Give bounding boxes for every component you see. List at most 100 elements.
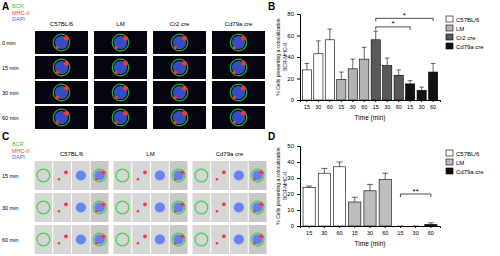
nucleus [173, 61, 186, 74]
membrane [93, 169, 106, 182]
row-label: 60 min [2, 237, 19, 243]
spot [64, 86, 69, 91]
column-label: Cd79a cre [225, 21, 253, 27]
significance-label: ** [413, 187, 419, 196]
spot [123, 111, 128, 116]
tick-label: 15 [306, 230, 312, 236]
tick-mark [297, 146, 300, 147]
legend-swatch [446, 34, 453, 40]
membrane [93, 233, 106, 246]
micrograph [94, 106, 147, 129]
error-cap [337, 162, 343, 163]
y-axis: 01020304050 [287, 143, 300, 229]
tick-label: 60 [382, 230, 388, 236]
tick-mark [297, 194, 300, 195]
spot [143, 170, 147, 174]
error-bar [354, 197, 355, 202]
tick-mark [297, 162, 300, 163]
tick: 15 [338, 100, 344, 110]
nucleus [155, 170, 165, 180]
bar [333, 167, 345, 226]
micrograph [132, 161, 150, 190]
tick-mark [387, 100, 388, 102]
membrane [172, 169, 185, 182]
micrograph [72, 161, 90, 190]
nucleus [76, 234, 86, 244]
row-label: 60 min [2, 115, 19, 121]
tick: 15 [407, 100, 413, 110]
spot [182, 61, 187, 66]
tick-mark [297, 14, 300, 15]
legend-label: Cd79a cre [456, 44, 484, 50]
column-label: LM [116, 21, 124, 27]
error-cap [352, 197, 358, 198]
error-cap [385, 58, 390, 59]
tick: 60 [430, 100, 436, 110]
nucleus [174, 202, 184, 212]
tick-label: 15 [373, 104, 379, 110]
tick-mark [415, 226, 416, 228]
legend-label: LM [456, 26, 464, 32]
spot [56, 46, 59, 49]
bar [406, 84, 415, 100]
tick-mark [309, 226, 310, 228]
tick-label: 60 [430, 104, 436, 110]
axis-line [297, 147, 301, 227]
micrograph [193, 225, 211, 254]
channel-label: BCR [12, 3, 24, 9]
tick-mark [398, 100, 399, 102]
micrograph [211, 225, 229, 254]
bar [337, 80, 346, 100]
spot [64, 111, 69, 116]
nucleus [55, 36, 68, 49]
error-cap [321, 168, 327, 169]
channel-label: DAPI [12, 154, 25, 160]
tick-label: 20 [287, 191, 294, 197]
membrane [251, 201, 264, 214]
x-axis: 153060153060153060 [301, 226, 441, 236]
micrograph [35, 225, 53, 254]
error-bar [329, 29, 330, 40]
spot [58, 178, 61, 181]
tick-mark [375, 100, 376, 102]
micrograph [170, 225, 188, 254]
tick-mark [385, 226, 386, 228]
membrane [195, 169, 208, 182]
error-cap [428, 222, 434, 223]
tick: 20 [287, 76, 300, 82]
tick-label: 15 [407, 104, 413, 110]
tick-label: 60 [428, 230, 434, 236]
tick: 15 [373, 100, 379, 110]
membrane [230, 59, 247, 76]
tick: 30 [384, 100, 390, 110]
error-cap [373, 31, 378, 32]
tick-label: 0 [291, 223, 295, 229]
membrane [195, 201, 208, 214]
legend-swatch [446, 16, 453, 22]
spot [56, 121, 59, 124]
tick-mark [297, 100, 300, 101]
micrograph [35, 56, 88, 79]
error-cap [367, 184, 373, 185]
spot [174, 242, 177, 245]
spot [182, 111, 187, 116]
tick-mark [318, 100, 319, 102]
micrograph [249, 193, 267, 222]
tick: 80 [287, 11, 300, 17]
tick-mark [341, 100, 342, 102]
micrograph [151, 193, 169, 222]
y-axis-title: BCR-MHC-II [282, 43, 288, 71]
spot [182, 86, 187, 91]
spot [181, 202, 185, 206]
tick-label: 30 [384, 104, 390, 110]
column-label: Cr2 cre [170, 21, 190, 27]
nucleus [232, 36, 245, 49]
tick-mark [433, 100, 434, 102]
spot [64, 61, 69, 66]
bar [349, 202, 361, 226]
tick-mark [354, 226, 355, 228]
nucleus [234, 234, 244, 244]
membrane [116, 233, 129, 246]
spot [216, 178, 219, 181]
micrograph [170, 161, 188, 190]
